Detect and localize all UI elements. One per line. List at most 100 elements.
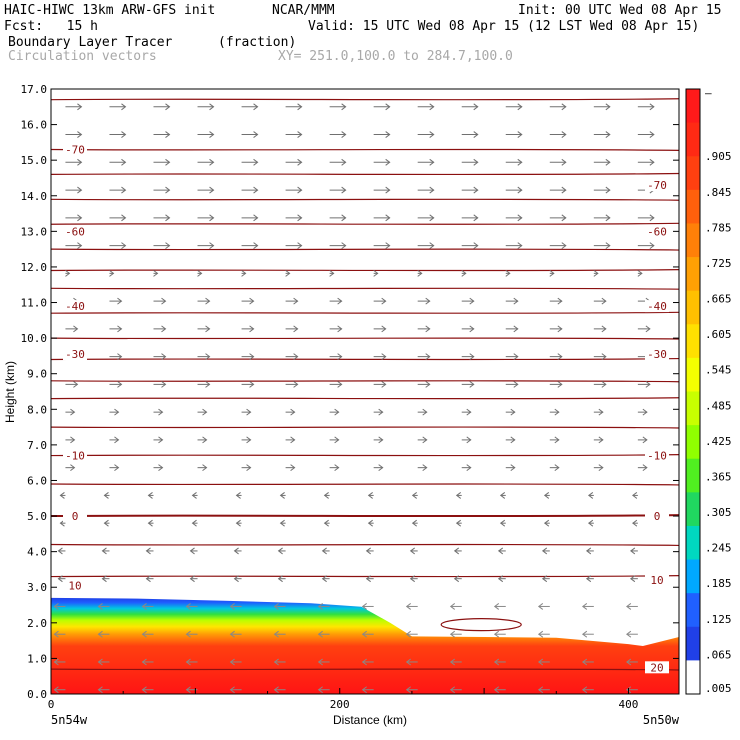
vector-arrowhead — [429, 214, 435, 222]
colorbar-label: .905 — [705, 150, 732, 163]
colorbar-label: .485 — [705, 399, 732, 412]
vector-arrowhead — [101, 575, 107, 583]
vector-arrowhead — [365, 575, 371, 583]
vector-arrowhead — [205, 353, 211, 361]
vector-arrowhead — [293, 325, 299, 333]
vector-arrowhead — [209, 131, 215, 138]
vector-arrowhead — [630, 575, 636, 583]
vector-arrowhead — [587, 492, 594, 499]
vector-arrowhead — [561, 158, 567, 166]
vector-arrowhead — [378, 464, 384, 472]
colorbar-frame — [685, 88, 701, 695]
vector-arrowhead — [147, 519, 153, 527]
vector-arrowhead — [290, 408, 296, 416]
y-tick-label: 1.0 — [27, 652, 47, 665]
vector-arrowhead — [297, 103, 303, 111]
colorbar-label: .725 — [705, 257, 732, 270]
y-tick-label: 0.0 — [27, 688, 47, 701]
colorbar-swatch — [686, 189, 700, 224]
vector-arrowhead — [453, 547, 460, 555]
vector-arrowhead — [165, 158, 171, 166]
contour-line — [440, 618, 522, 632]
contour-line — [51, 222, 679, 225]
vector-arrowhead — [517, 131, 523, 138]
vector-arrowhead — [598, 464, 604, 472]
vector-arrowhead — [378, 436, 384, 444]
vector-arrowhead — [121, 103, 127, 111]
y-tick-label: 12.0 — [21, 261, 48, 274]
contour-label-bg — [645, 225, 669, 238]
contour-label-bg — [63, 143, 87, 156]
vector-arrowhead — [121, 131, 127, 138]
vector-arrowhead — [297, 158, 303, 166]
vectors-label: Circulation vectors — [8, 49, 157, 64]
vector-arrowhead — [109, 269, 115, 277]
vector-arrowhead — [141, 686, 147, 694]
vector-arrowhead — [497, 547, 504, 555]
vector-arrowhead — [158, 464, 164, 472]
y-tick-label: 10.0 — [21, 332, 48, 345]
y-tick-label: 14.0 — [21, 190, 48, 203]
colorbar-label: .845 — [705, 186, 732, 199]
y-tick-label: 15.0 — [21, 154, 48, 167]
contour-line — [51, 98, 679, 101]
colorbar-label: .245 — [705, 542, 732, 555]
vector-arrowhead — [601, 325, 607, 333]
colorbar-label: .185 — [705, 577, 732, 590]
vector-arrowhead — [405, 603, 411, 610]
vector-arrowhead — [473, 131, 479, 138]
y-tick-label: 17.0 — [21, 83, 48, 96]
vector-arrowhead — [425, 353, 431, 361]
vector-arrowhead — [317, 686, 323, 694]
vector-arrowhead — [449, 658, 456, 666]
vector-arrowhead — [147, 492, 153, 499]
vector-arrowhead — [141, 630, 147, 638]
vector-arrowhead — [121, 214, 127, 222]
circulation-vectors — [53, 103, 655, 694]
contour-label-bg — [645, 300, 669, 313]
vector-arrowhead — [53, 686, 59, 694]
vector-arrowhead — [297, 214, 303, 222]
vector-arrowhead — [334, 436, 340, 444]
vector-arrowhead — [561, 242, 567, 249]
y-tick-label: 3.0 — [27, 581, 47, 594]
vector-arrowhead — [473, 158, 479, 166]
vector-arrowhead — [273, 603, 279, 610]
vector-arrowhead — [161, 325, 167, 333]
colorbar-swatch — [686, 324, 700, 359]
vector-arrowhead — [632, 492, 638, 499]
vector-arrowhead — [557, 380, 563, 388]
contour-label-bg — [63, 510, 87, 523]
contour-label: -70 — [647, 179, 667, 192]
contour-label: -40 — [647, 300, 667, 313]
vector-arrowhead — [249, 297, 255, 305]
vector-arrowhead — [321, 575, 327, 583]
vector-arrowhead — [510, 408, 516, 416]
vector-arrowhead — [605, 103, 611, 111]
vector-arrowhead — [279, 492, 285, 499]
contour-label-bg — [63, 449, 87, 462]
contour-line — [51, 198, 679, 201]
y-tick-label: 13.0 — [21, 225, 48, 238]
valid-time: Valid: 15 UTC Wed 08 Apr 15 (12 LST Wed … — [308, 19, 700, 34]
vector-arrowhead — [557, 297, 563, 305]
vector-arrowhead — [233, 575, 239, 583]
tracer-fill — [51, 597, 679, 694]
colorbar-swatch — [686, 559, 700, 594]
vector-arrowhead — [65, 269, 71, 277]
vector-arrowhead — [367, 519, 373, 527]
colorbar-swatch — [686, 290, 700, 325]
contour-labels: -70 -70 -60 -60 -40 -40 -30 -30 -10 -10 0 0 10 10 20 — [63, 143, 669, 674]
contour-label-bg — [645, 348, 669, 361]
contour-line — [51, 575, 679, 578]
vector-arrowhead — [158, 436, 164, 444]
vector-arrowhead — [649, 131, 655, 138]
vector-arrowhead — [381, 297, 387, 305]
colorbar-swatch — [686, 391, 700, 426]
colorbar-swatch — [686, 626, 700, 661]
vector-arrowhead — [513, 297, 519, 305]
vector-arrowhead — [361, 603, 367, 610]
vector-arrowhead — [605, 131, 611, 138]
vector-arrowhead — [165, 103, 171, 111]
contour-line — [51, 543, 679, 547]
